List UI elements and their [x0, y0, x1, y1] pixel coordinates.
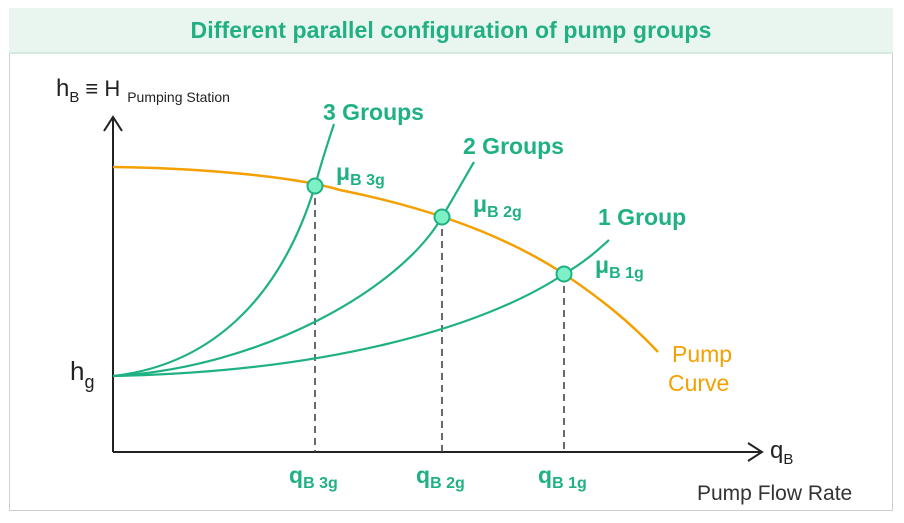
x-axis-label: qB: [770, 437, 793, 468]
x-axis-caption: Pump Flow Rate: [697, 482, 852, 505]
x-axis-label-main: q: [770, 437, 783, 464]
flow-label-1g-sub: B 1g: [552, 475, 587, 492]
operating-point-1g: [555, 265, 573, 283]
label-3-groups: 3 Groups: [323, 99, 424, 125]
operating-point-3g: [306, 177, 324, 195]
point-label-1g: μB 1g: [595, 252, 644, 282]
flow-label-3g-main: q: [289, 462, 303, 488]
flow-label-1g-main: q: [538, 462, 552, 488]
point-label-2g: μB 2g: [473, 191, 522, 221]
flow-label-2g: qB 2g: [416, 462, 465, 492]
point-label-2g-main: μ: [473, 191, 487, 217]
x-axis-arrowhead: [747, 442, 764, 462]
flow-label-2g-main: q: [416, 462, 430, 488]
point-label-1g-main: μ: [595, 252, 609, 278]
pump-curve-label-line1: Pump: [672, 341, 732, 367]
flow-label-1g: qB 1g: [538, 462, 587, 492]
y-axis-label-sub: B: [69, 89, 79, 106]
y-axis-label-sub2: Pumping Station: [127, 89, 230, 105]
diagram-frame: [9, 8, 893, 511]
x-axis-label-sub: B: [783, 451, 793, 468]
label-1-group: 1 Group: [598, 204, 686, 230]
hg-label-main: h: [70, 356, 84, 386]
system-curve-1-group: [112, 239, 610, 378]
y-axis-arrowhead: [103, 115, 123, 132]
point-label-3g-main: μ: [336, 159, 350, 185]
flow-label-3g-sub: B 3g: [303, 475, 338, 492]
operating-point-2g: [433, 208, 451, 226]
y-axis-label: hB ≡ H Pumping Station: [56, 75, 230, 106]
flow-label-3g: qB 3g: [289, 462, 338, 492]
diagram-title: Different parallel configuration of pump…: [190, 16, 712, 43]
pump-curve-label-line2: Curve: [668, 370, 729, 396]
pump-curve: [112, 165, 659, 353]
system-curve-2-groups: [112, 161, 475, 378]
y-axis-label-equiv: ≡ H: [85, 76, 120, 101]
system-curve-3-groups: [112, 123, 336, 378]
hg-label-sub: g: [84, 372, 94, 392]
flow-label-2g-sub: B 2g: [430, 475, 465, 492]
label-2-groups: 2 Groups: [463, 133, 564, 159]
point-label-3g-sub: B 3g: [350, 172, 385, 189]
point-label-3g: μB 3g: [336, 159, 385, 189]
point-label-2g-sub: B 2g: [487, 204, 522, 221]
point-label-1g-sub: B 1g: [609, 265, 644, 282]
hg-label: hg: [70, 356, 94, 392]
y-axis-label-main: h: [56, 75, 69, 102]
title-bar: Different parallel configuration of pump…: [9, 8, 893, 54]
